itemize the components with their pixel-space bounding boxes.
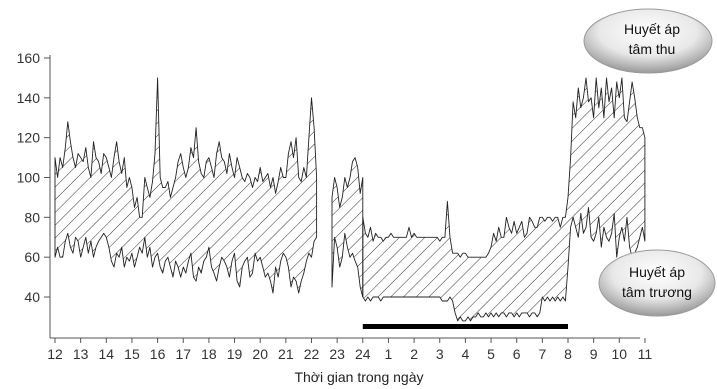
- pressure-bands: [54, 77, 646, 322]
- x-tick-label: 23: [329, 346, 345, 362]
- x-tick-label: 1: [385, 346, 393, 362]
- x-tick-label: 5: [487, 346, 495, 362]
- pressure-band-1: [54, 77, 318, 294]
- x-tick-label: 4: [462, 346, 470, 362]
- x-tick-label: 3: [436, 346, 444, 362]
- x-tick-label: 13: [73, 346, 89, 362]
- x-tick-label: 14: [99, 346, 115, 362]
- y-tick-label: 40: [24, 289, 40, 305]
- x-tick-label: 22: [304, 346, 320, 362]
- x-tick-label: 20: [252, 346, 268, 362]
- pressure-band-2: [331, 157, 364, 298]
- y-tick-label: 80: [24, 209, 40, 225]
- diastolic-label-line1: Huyết áp: [629, 264, 685, 280]
- y-tick-label: 160: [17, 50, 41, 66]
- systolic-label-line2: tâm thu: [629, 41, 676, 57]
- x-tick-label: 16: [150, 346, 166, 362]
- y-tick-label: 60: [24, 249, 40, 265]
- x-tick-label: 12: [47, 346, 63, 362]
- x-tick-label: 9: [590, 346, 598, 362]
- systolic-bubble: [583, 8, 713, 74]
- y-tick-label: 100: [17, 170, 41, 186]
- x-tick-label: 10: [612, 346, 628, 362]
- x-tick-label: 7: [538, 346, 546, 362]
- x-tick-label: 21: [278, 346, 294, 362]
- y-tick-label: 120: [17, 130, 41, 146]
- y-ticks: 40 60 80 100 120 140 160: [17, 50, 50, 305]
- x-tick-label: 8: [564, 346, 572, 362]
- x-tick-label: 19: [227, 346, 243, 362]
- diastolic-label-line2: tâm trương: [622, 284, 692, 300]
- pressure-band-3: [362, 77, 646, 322]
- x-tick-label: 2: [410, 346, 418, 362]
- x-tick-label: 11: [638, 346, 653, 362]
- night-period-bar: [362, 324, 568, 329]
- x-ticks: 12 13 14 15 16 17 18 19 20 21 22 23 24 1 2 3 4 5 6 7 8 9 10 11: [47, 338, 652, 362]
- diastolic-bubble: [598, 249, 716, 317]
- y-tick-label: 140: [17, 90, 41, 106]
- diastolic-annotation: Huyết áp tâm trương: [598, 249, 716, 317]
- x-tick-label: 17: [175, 346, 191, 362]
- systolic-label-line1: Huyết áp: [624, 21, 680, 37]
- x-tick-label: 18: [201, 346, 217, 362]
- x-tick-label: 24: [355, 346, 371, 362]
- systolic-annotation: Huyết áp tâm thu: [583, 8, 713, 74]
- x-tick-label: 6: [513, 346, 521, 362]
- x-tick-label: 15: [124, 346, 140, 362]
- x-axis-title: Thời gian trong ngày: [294, 369, 423, 385]
